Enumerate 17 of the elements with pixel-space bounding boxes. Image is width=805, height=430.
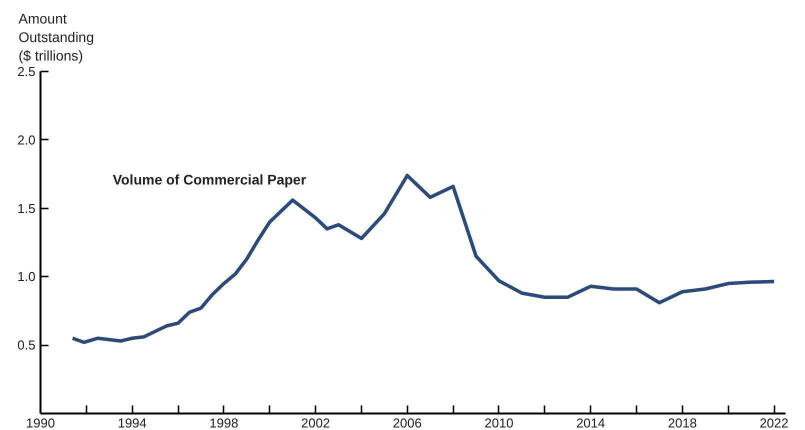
x-tick-label: 2006 <box>392 416 422 430</box>
x-tick-label: 1994 <box>118 416 147 430</box>
x-tick-label: 1998 <box>209 416 238 430</box>
x-tick-label: 2018 <box>668 416 697 430</box>
x-tick-label: 1990 <box>26 416 55 430</box>
line-series <box>70 174 776 344</box>
y-tick-label: 2.0 <box>17 132 36 148</box>
x-tick-label: 2002 <box>301 416 330 430</box>
y-tick-label: 2.5 <box>17 64 36 79</box>
x-tick-label: 2014 <box>576 416 606 430</box>
x-tick-label: 2010 <box>484 416 514 430</box>
y-tick-label: 0.5 <box>17 338 36 353</box>
y-tick-label: 1.5 <box>17 200 36 216</box>
y-axis-title: Amount Outstanding ($ trillions) <box>18 10 94 64</box>
series-label: Volume of Commercial Paper <box>112 172 307 188</box>
y-tick-label: 1.0 <box>17 269 36 284</box>
x-tick-label: 2022 <box>760 416 788 430</box>
